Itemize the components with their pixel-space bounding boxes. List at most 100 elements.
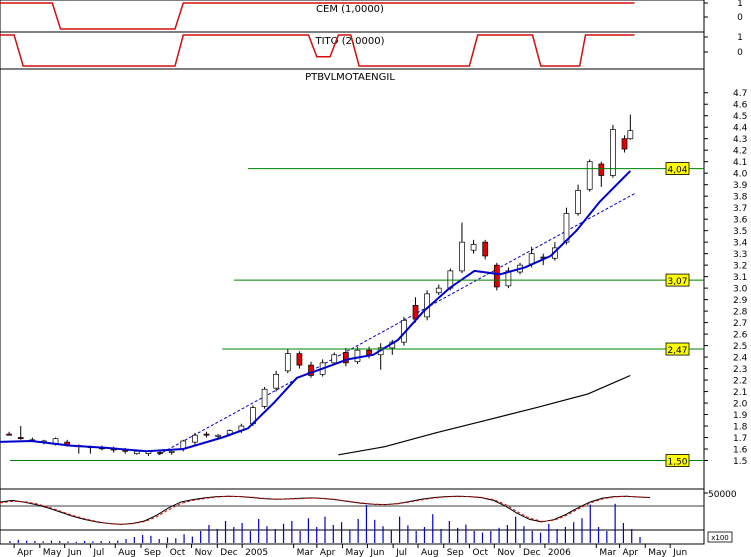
level-label-box [665,342,690,356]
price-ytick-label: 4.3 [733,135,747,145]
candle-body [575,190,581,214]
price-ytick-label: 2.2 [733,377,747,387]
candle-body [482,241,489,257]
candle-body [133,450,140,454]
price-ytick-label: 3.9 [733,181,748,191]
price-ytick-label: 4.4 [733,124,748,134]
level-label-box [665,162,690,175]
x-tick-label: Mar [297,548,314,557]
price-ytick-label: 3.5 [733,227,747,237]
candle-body [598,163,605,176]
candle-body [610,129,616,176]
x-tick-label: 2006 [548,548,571,557]
candle-body [470,244,477,251]
price-ytick-label: 3.4 [733,239,748,249]
x-tick-label: 2005 [245,548,268,557]
x-tick-label: Apr [623,548,639,557]
level-label: 2,47 [667,346,687,356]
oscillator-ytick: 50000 [708,490,737,500]
price-ytick-label: 4.5 [733,112,747,122]
candle-body [366,349,372,356]
x-tick-label: Oct [170,548,186,557]
x-tick-label: Jul [92,548,104,557]
x-tick-label: Jun [672,548,687,557]
candle-body [331,354,338,364]
candle-body [505,270,512,287]
cem-line [0,2,635,30]
volume-unit-label: x100 [711,534,729,542]
x-tick-label: Dec [220,548,237,557]
support-trendline [158,192,637,456]
candle-body [6,433,12,436]
x-tick-label: Dec [523,548,540,557]
candle-body [586,161,593,190]
price-ytick-label: 2.5 [733,342,747,352]
x-tick-label: Mar [599,548,616,557]
price-ytick-label: 4.1 [733,158,747,168]
price-ytick-label: 4.2 [733,147,747,157]
price-ytick-label: 1.8 [733,423,748,433]
x-tick-label: Jul [395,548,407,557]
price-ytick-label: 4.0 [733,170,748,180]
oscillator-panel [0,488,705,531]
short-moving-average-line [0,170,632,453]
price-ytick-label: 2.4 [733,354,748,364]
candle-body [261,388,268,407]
x-tick-label: Nov [497,548,515,557]
price-ytick-label: 2.6 [733,331,748,341]
cem-panel [0,0,705,33]
candle-body [203,433,210,436]
price-title: PTBVLMOTAENGIL [305,72,395,83]
price-ytick-label: 3.0 [733,285,748,295]
x-tick-label: Apr [17,548,33,557]
tito-ytick-1: 1 [737,33,743,43]
volume-unit-box [707,531,733,543]
x-tick-label: Nov [195,548,213,557]
price-ytick-label: 3.6 [733,216,748,226]
price-ytick-label: 2.9 [733,296,748,306]
x-tick-label: Oct [472,548,488,557]
candle-body [627,130,634,140]
level-label: 3,07 [667,277,687,287]
price-ytick-label: 2.7 [733,319,747,329]
price-ytick-label: 1.7 [733,434,747,444]
price-ytick-label: 1.6 [733,446,748,456]
price-ytick-label: 4.6 [733,101,748,111]
x-tick-label: Aug [118,548,136,557]
tito-title: TITO (2,0000) [314,36,384,47]
price-ytick-label: 4.7 [733,89,747,99]
price-ytick-label: 3.7 [733,204,747,214]
x-tick-label: May [648,548,667,557]
level-label-box [665,273,690,287]
candle-body [17,437,24,440]
candle-body [215,434,221,437]
price-ytick-label: 3.2 [733,262,747,272]
candle-body [528,253,535,265]
tito-ytick-0: 0 [737,48,743,58]
candle-body [435,287,442,294]
x-tick-label: Aug [421,548,439,557]
x-tick-label: Jun [369,548,384,557]
x-tick-label: May [346,548,365,557]
x-tick-label: Sep [144,548,161,557]
candle-body [563,213,570,243]
cem-ytick-0: 0 [737,13,743,23]
price-ytick-label: 2.8 [733,308,748,318]
price-ytick-label: 1.5 [733,457,747,467]
candle-body [296,353,303,366]
price-ytick-label: 2.0 [733,400,748,410]
candle-body [493,264,500,288]
tito-line [0,34,635,67]
price-ytick-label: 3.1 [733,273,747,283]
cem-title: CEM (1,0000) [316,4,384,15]
candle-body [459,241,465,272]
level-label: 4,04 [667,166,687,176]
price-ytick-label: 3.3 [733,250,747,260]
x-tick-label: May [43,548,62,557]
price-ytick-label: 2.3 [733,365,747,375]
candle-body [308,364,314,376]
price-panel [0,68,705,490]
candle-body [168,450,175,453]
candle-body [621,138,628,150]
